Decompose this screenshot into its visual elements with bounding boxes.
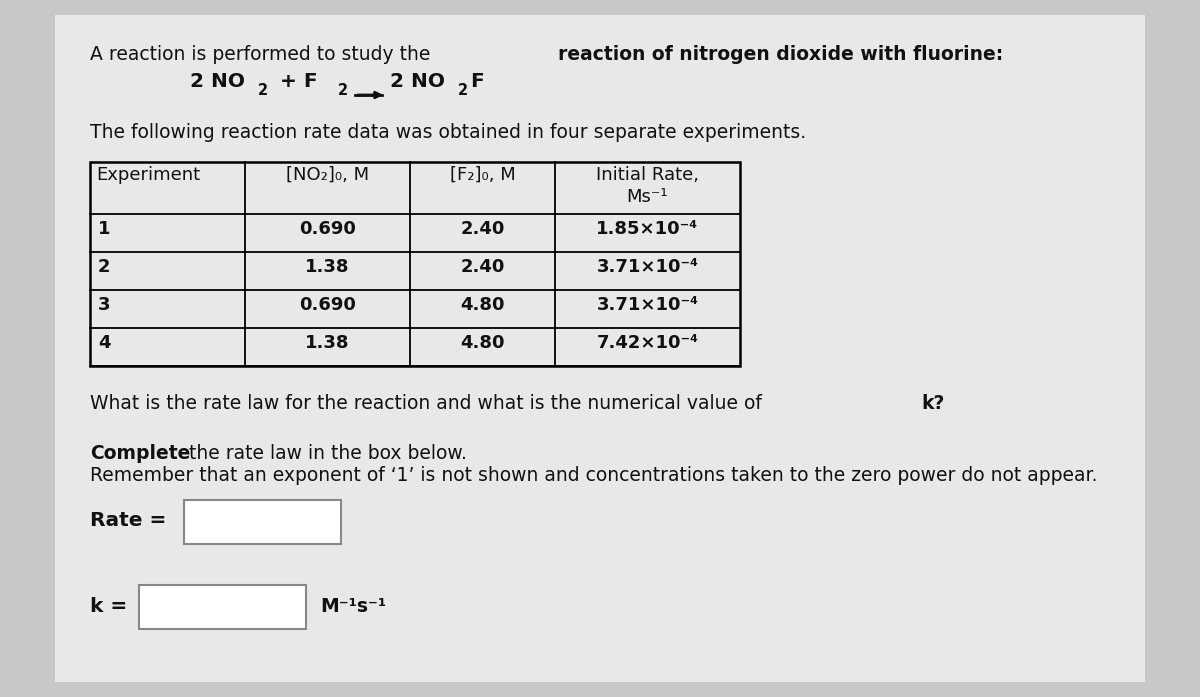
Text: A reaction is performed to study the: A reaction is performed to study the [90,45,437,64]
Text: M⁻¹s⁻¹: M⁻¹s⁻¹ [320,597,386,615]
Text: What is the rate law for the reaction and what is the numerical value of: What is the rate law for the reaction an… [90,394,768,413]
Text: the rate law in the box below.: the rate law in the box below. [182,444,467,463]
Text: 2 NO: 2 NO [190,72,245,91]
Text: 1.38: 1.38 [305,258,349,276]
Text: 2: 2 [98,258,110,276]
Text: 2: 2 [338,83,348,98]
Text: Initial Rate,: Initial Rate, [596,166,698,184]
Text: 3.71×10⁻⁴: 3.71×10⁻⁴ [596,258,698,276]
Text: 7.42×10⁻⁴: 7.42×10⁻⁴ [596,334,698,352]
Text: Complete: Complete [90,444,191,463]
Text: 4.80: 4.80 [461,296,505,314]
Text: 3: 3 [98,296,110,314]
Text: reaction of nitrogen dioxide with fluorine:: reaction of nitrogen dioxide with fluori… [558,45,1003,64]
Text: 0.690: 0.690 [299,296,356,314]
Text: The following reaction rate data was obtained in four separate experiments.: The following reaction rate data was obt… [90,123,806,142]
FancyBboxPatch shape [139,585,306,629]
Text: 1.38: 1.38 [305,334,349,352]
Text: 2.40: 2.40 [461,258,505,276]
Text: + F: + F [274,72,318,91]
Text: Remember that an exponent of ‘1’ is not shown and concentrations taken to the ze: Remember that an exponent of ‘1’ is not … [90,466,1098,485]
Text: 4.80: 4.80 [461,334,505,352]
Text: Ms⁻¹: Ms⁻¹ [626,188,668,206]
Text: k =: k = [90,597,127,615]
Text: 2: 2 [258,83,268,98]
Text: 3.71×10⁻⁴: 3.71×10⁻⁴ [596,296,698,314]
Text: 2 NO: 2 NO [390,72,445,91]
Text: 2.40: 2.40 [461,220,505,238]
Text: [F₂]₀, M: [F₂]₀, M [450,166,515,184]
Text: Rate =: Rate = [90,512,167,530]
FancyBboxPatch shape [184,500,341,544]
Text: k?: k? [922,394,944,413]
Text: 2: 2 [458,83,468,98]
Text: F: F [470,72,484,91]
Text: 1: 1 [98,220,110,238]
FancyBboxPatch shape [55,15,1145,682]
Text: [NO₂]₀, M: [NO₂]₀, M [286,166,370,184]
Text: Experiment: Experiment [96,166,200,184]
Text: 4: 4 [98,334,110,352]
Bar [90,162,740,366]
Text: 1.85×10⁻⁴: 1.85×10⁻⁴ [596,220,698,238]
Text: 0.690: 0.690 [299,220,356,238]
